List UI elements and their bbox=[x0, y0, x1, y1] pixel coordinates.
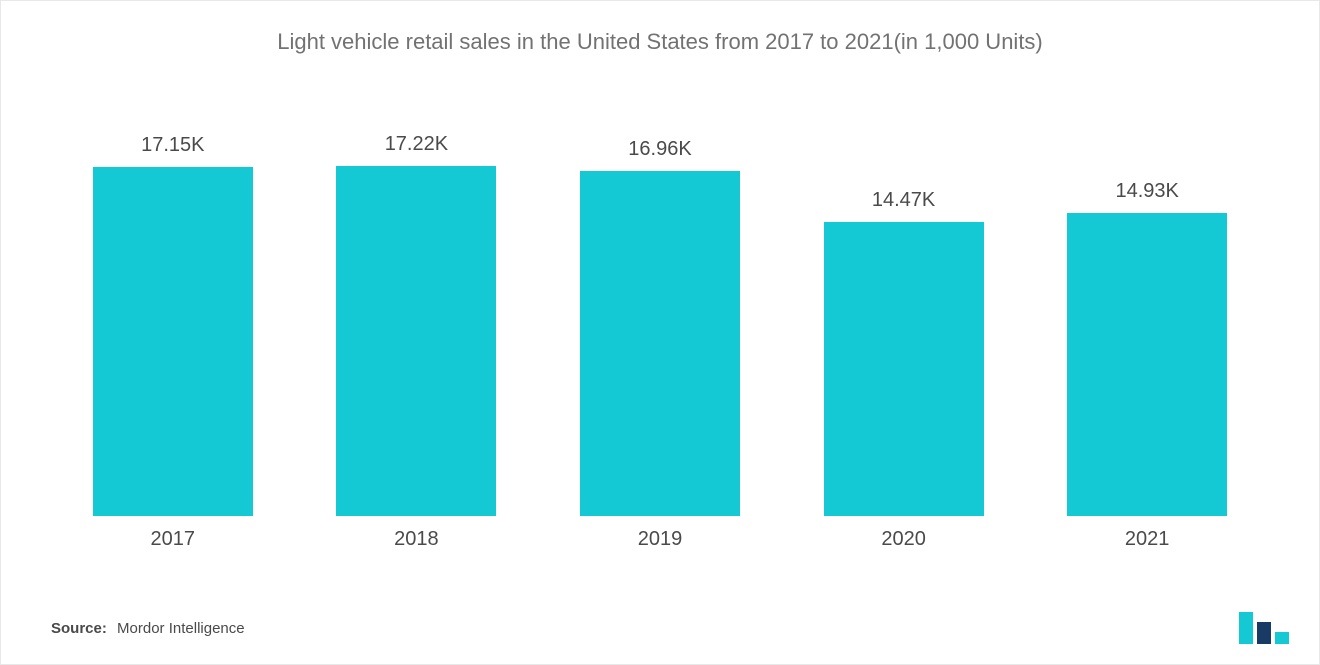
footer-row: Source: Mordor Intelligence bbox=[51, 612, 1289, 644]
bar-group: 17.15K 2017 bbox=[51, 134, 295, 551]
logo-bar-1 bbox=[1239, 612, 1253, 644]
bar-group: 14.47K 2020 bbox=[782, 189, 1026, 551]
bar-value-label: 14.93K bbox=[1115, 180, 1178, 203]
bar-group: 16.96K 2019 bbox=[538, 138, 782, 551]
chart-container: Light vehicle retail sales in the United… bbox=[0, 0, 1320, 665]
source-block: Source: Mordor Intelligence bbox=[51, 620, 245, 637]
logo-bar-3 bbox=[1275, 632, 1289, 644]
bar-group: 17.22K 2018 bbox=[295, 133, 539, 551]
bar bbox=[824, 222, 984, 516]
bar-value-label: 14.47K bbox=[872, 189, 935, 212]
bar-value-label: 17.15K bbox=[141, 134, 204, 157]
bar-value-label: 16.96K bbox=[628, 138, 691, 161]
bar bbox=[93, 167, 253, 516]
plot-area: 17.15K 2017 17.22K 2018 16.96K 2019 14.4… bbox=[51, 121, 1269, 551]
source-label: Source: bbox=[51, 620, 107, 637]
bar bbox=[580, 171, 740, 516]
bar-category-label: 2021 bbox=[1125, 528, 1170, 551]
bar-category-label: 2017 bbox=[151, 528, 196, 551]
bar-category-label: 2018 bbox=[394, 528, 439, 551]
bar-category-label: 2020 bbox=[881, 528, 926, 551]
bar bbox=[1067, 213, 1227, 516]
bar-category-label: 2019 bbox=[638, 528, 683, 551]
bar-group: 14.93K 2021 bbox=[1025, 180, 1269, 551]
logo-bar-2 bbox=[1257, 622, 1271, 644]
bar bbox=[336, 166, 496, 516]
brand-logo-icon bbox=[1239, 612, 1289, 644]
chart-title: Light vehicle retail sales in the United… bbox=[1, 1, 1319, 55]
bar-value-label: 17.22K bbox=[385, 133, 448, 156]
source-text: Mordor Intelligence bbox=[117, 620, 245, 637]
